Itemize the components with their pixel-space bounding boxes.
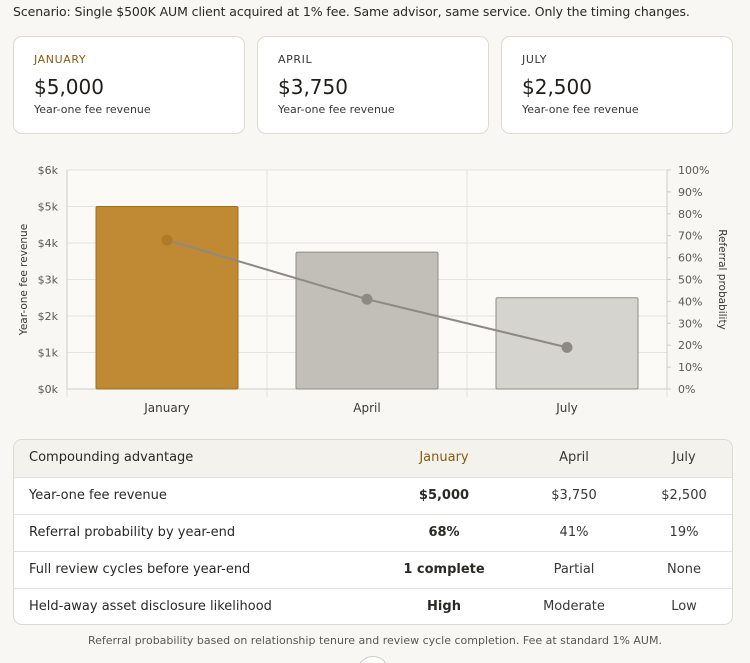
card-subtitle: Year-one fee revenue [522, 103, 639, 116]
card-january: JANUARY $5,000 Year-one fee revenue [13, 36, 245, 134]
row-april-value: 41% [559, 525, 589, 540]
bar-january [95, 206, 239, 390]
y-tick-right: 10% [678, 361, 702, 374]
y-axis-right-title: Referral probability [716, 229, 728, 330]
table-header-label: Compounding advantage [29, 450, 194, 465]
card-month: JULY [522, 53, 548, 66]
table-header-april: April [559, 450, 589, 465]
card-july: JULY $2,500 Year-one fee revenue [501, 36, 733, 134]
table-header-january: January [419, 450, 469, 465]
card-subtitle: Year-one fee revenue [278, 103, 395, 116]
row-label: Held-away asset disclosure likelihood [29, 599, 272, 614]
y-tick-right: 20% [678, 339, 702, 352]
footnote: Referral probability based on relationsh… [88, 634, 662, 647]
y-tick-right: 90% [678, 186, 702, 199]
table-header-row: Compounding advantage January April July [14, 440, 732, 477]
comparison-table: Compounding advantage January April July… [13, 439, 733, 625]
y-tick-right: 50% [678, 274, 702, 287]
card-month: APRIL [278, 53, 313, 66]
card-april: APRIL $3,750 Year-one fee revenue [257, 36, 489, 134]
y-tick-left: $5k [38, 201, 59, 214]
y-tick-left: $3k [38, 274, 59, 287]
row-january-value: High [427, 599, 461, 614]
card-amount: $2,500 [522, 75, 592, 99]
row-april-value: $3,750 [551, 488, 597, 503]
y-tick-left: $2k [38, 310, 59, 323]
y-tick-right: 80% [678, 208, 702, 221]
row-july-value: None [667, 562, 701, 577]
table-row: Held-away asset disclosure likelihood Hi… [14, 588, 732, 624]
row-april-value: Moderate [543, 599, 605, 614]
x-tick-label: April [353, 401, 380, 415]
referral-point-january [161, 234, 173, 246]
scroll-down-button[interactable] [357, 656, 389, 663]
card-amount: $5,000 [34, 75, 104, 99]
referral-point-july [561, 341, 573, 353]
y-tick-left: $4k [38, 237, 59, 250]
referral-point-april [361, 293, 373, 305]
x-tick-label: January [143, 401, 190, 415]
y-axis-left-title: Year-one fee revenue [18, 224, 30, 336]
card-subtitle: Year-one fee revenue [34, 103, 151, 116]
y-tick-left: $6k [38, 164, 59, 177]
table-header-july: July [672, 450, 696, 465]
row-label: Referral probability by year-end [29, 525, 236, 540]
y-tick-left: $0k [38, 383, 59, 396]
row-january-value: 1 complete [403, 562, 485, 577]
y-tick-left: $1k [38, 347, 59, 360]
y-tick-right: 30% [678, 317, 702, 330]
row-label: Full review cycles before year-end [29, 562, 251, 577]
y-tick-right: 100% [678, 164, 709, 177]
x-tick-label: July [555, 401, 578, 415]
bar-april [295, 251, 439, 390]
table-row: Referral probability by year-end 68% 41%… [14, 514, 732, 551]
table-row: Full review cycles before year-end 1 com… [14, 551, 732, 588]
y-tick-right: 60% [678, 252, 702, 265]
row-july-value: 19% [669, 525, 699, 540]
revenue-referral-chart: $0k $1k $2k $3k $4k $5k $6k 0% 10% 20% 30% 40% 50% 60… [18, 164, 728, 415]
card-month: JANUARY [34, 53, 87, 66]
row-july-value: $2,500 [661, 488, 707, 503]
row-july-value: Low [671, 599, 697, 614]
row-january-value: 68% [428, 525, 460, 540]
row-april-value: Partial [553, 562, 595, 577]
row-label: Year-one fee revenue [29, 488, 167, 503]
y-tick-right: 70% [678, 230, 702, 243]
table-row: Year-one fee revenue $5,000 $3,750 $2,50… [14, 477, 732, 514]
row-january-value: $5,000 [418, 488, 470, 503]
scenario-text: Scenario: Single $500K AUM client acquir… [13, 4, 690, 19]
y-tick-right: 40% [678, 295, 702, 308]
y-tick-right: 0% [678, 383, 695, 396]
card-amount: $3,750 [278, 75, 348, 99]
